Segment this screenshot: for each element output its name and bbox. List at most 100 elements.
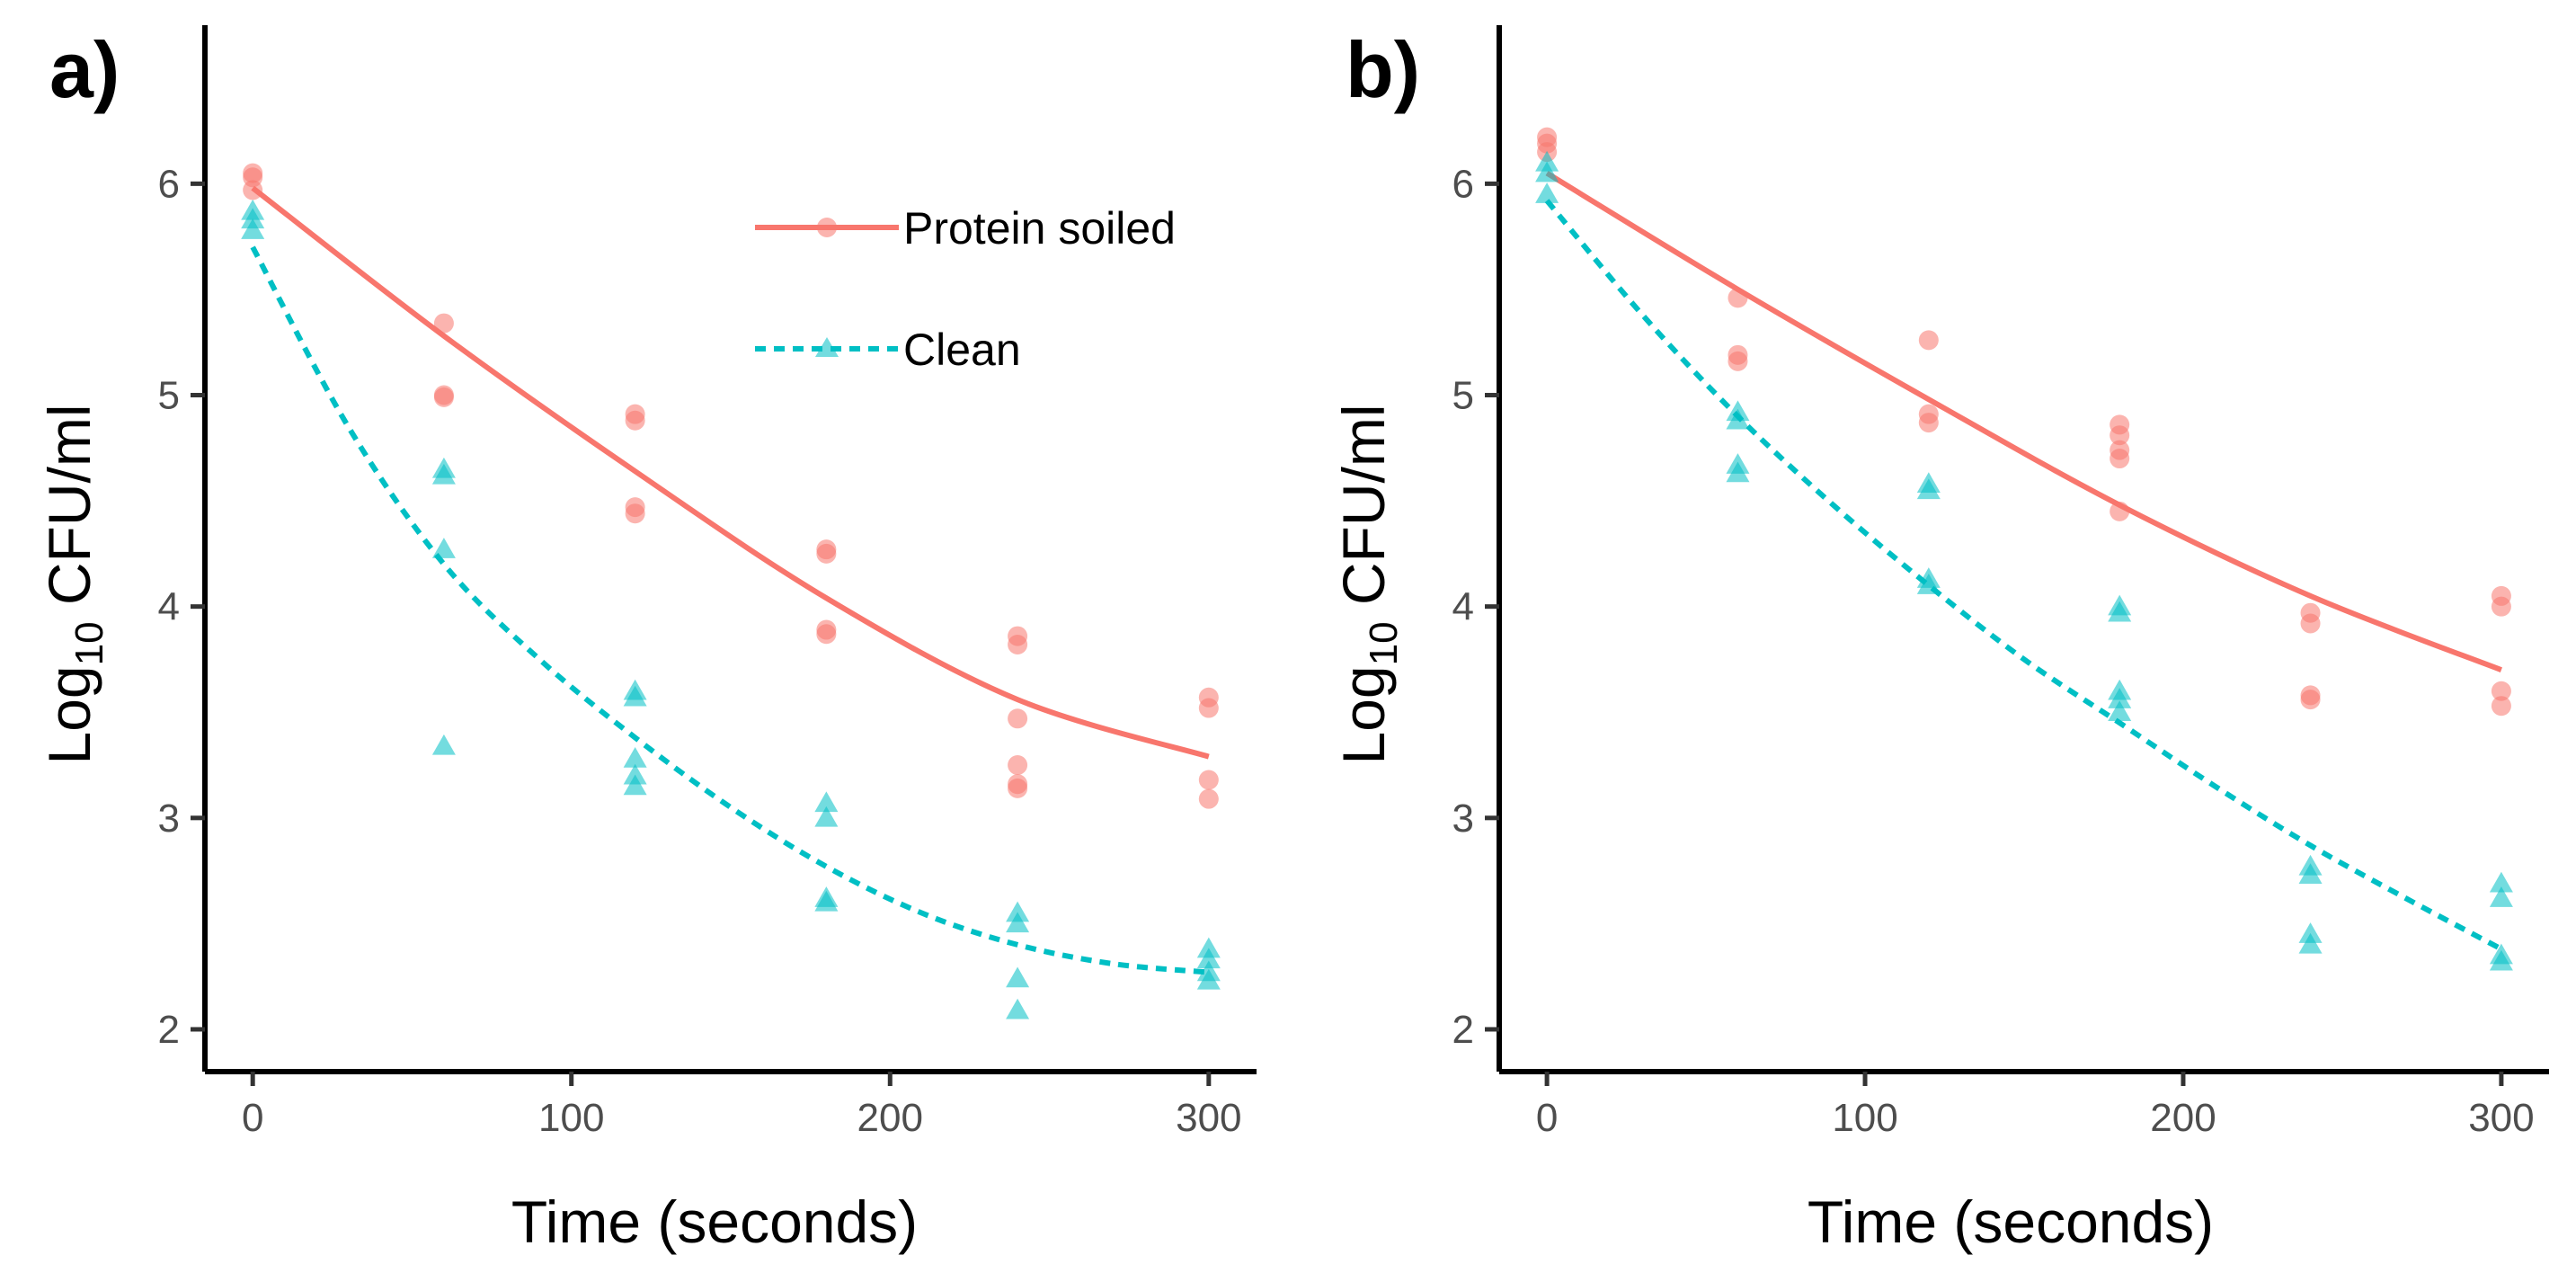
y-axis-title-rest-a: CFU/ml [36, 404, 102, 621]
legend-marker-protein-soiled [817, 218, 837, 237]
data-point-protein-soiled-b [1728, 351, 1748, 371]
data-point-protein-soiled-a [1198, 788, 1219, 809]
legend: Protein soiled Clean [755, 203, 1176, 375]
panel-a: a) 2 3 4 5 6 0 100 200 300 Time (seconds) Log10 … [36, 25, 1257, 1255]
data-point-protein-soiled-a [1198, 698, 1219, 718]
fit-line-protein-soiled-b [1545, 171, 2502, 673]
x-tick-label-b: 300 [2468, 1096, 2534, 1140]
data-point-protein-soiled-b [2491, 696, 2511, 717]
data-point-clean-a [623, 763, 647, 785]
data-point-clean-a [1006, 912, 1030, 933]
panel-label-b: b) [1346, 25, 1420, 114]
panel-label-a: a) [49, 25, 120, 114]
x-tick-label-b: 0 [1536, 1096, 1558, 1140]
y-tick-label-a: 2 [158, 1008, 180, 1052]
data-point-protein-soiled-b [2300, 613, 2321, 634]
panel-b: b) 2 3 4 5 6 0 100 200 300 Time (seconds) Log10 … [1330, 25, 2549, 1255]
y-axis-title-sub-b: 10 [1362, 621, 1406, 665]
data-point-clean-b [2298, 932, 2323, 954]
data-point-clean-a [241, 208, 265, 229]
data-point-clean-a [814, 890, 839, 912]
data-point-protein-soiled-a [433, 387, 454, 407]
panel-a-marks [241, 163, 1221, 1019]
x-tick-label-b: 200 [2150, 1096, 2216, 1140]
y-axis-title-sub-a: 10 [67, 621, 111, 665]
y-tick-label-a: 3 [158, 797, 180, 841]
data-point-clean-b [1535, 150, 1559, 172]
data-point-clean-b [1726, 461, 1750, 483]
data-point-protein-soiled-a [1008, 708, 1028, 729]
y-axis-title-rest-b: CFU/ml [1330, 404, 1397, 621]
data-point-clean-b [2108, 700, 2132, 721]
data-point-clean-a [1006, 966, 1030, 988]
fit-line-protein-soiled-a [251, 185, 1210, 760]
data-point-protein-soiled-b [2491, 596, 2511, 617]
data-point-protein-soiled-a [625, 410, 645, 431]
y-tick-label-a: 4 [158, 585, 180, 629]
y-tick-label-b: 6 [1452, 162, 1474, 206]
data-point-clean-b [2489, 871, 2513, 893]
data-point-clean-a [623, 774, 647, 796]
y-tick-label-b: 2 [1452, 1008, 1474, 1052]
data-point-clean-a [814, 806, 839, 827]
legend-marker-clean [815, 337, 839, 357]
data-point-clean-a [623, 685, 647, 707]
x-tick-label-a: 300 [1176, 1096, 1241, 1140]
data-point-clean-a [1196, 948, 1221, 969]
fit-line-clean-a [250, 245, 1210, 975]
y-tick-label-b: 3 [1452, 797, 1474, 841]
data-point-protein-soiled-a [625, 503, 645, 524]
y-tick-label-b: 4 [1452, 585, 1474, 629]
legend-label-clean: Clean [903, 325, 1021, 375]
data-point-protein-soiled-a [816, 624, 837, 645]
data-point-protein-soiled-b [2110, 449, 2130, 469]
x-tick-label-a: 0 [242, 1096, 263, 1140]
legend-label-protein-soiled: Protein soiled [903, 203, 1176, 254]
data-point-protein-soiled-b [2300, 690, 2321, 710]
data-point-protein-soiled-a [1008, 634, 1028, 654]
data-point-clean-b [1916, 478, 1941, 500]
data-point-clean-a [1196, 968, 1221, 990]
data-point-protein-soiled-b [2491, 681, 2511, 701]
y-axis-title-b: Log10 CFU/ml [1330, 404, 1406, 764]
data-point-clean-a [431, 734, 456, 755]
fit-line-clean-b [1544, 199, 2503, 952]
data-point-protein-soiled-a [433, 313, 454, 334]
data-point-clean-b [2489, 886, 2513, 907]
data-point-clean-b [1535, 182, 1559, 203]
data-point-clean-a [241, 218, 265, 239]
data-point-protein-soiled-b [1918, 413, 1939, 433]
data-point-clean-b [2108, 688, 2132, 708]
data-point-clean-a [1196, 937, 1221, 958]
y-tick-label-a: 6 [158, 162, 180, 206]
data-point-protein-soiled-a [816, 543, 837, 564]
x-axis-title-a: Time (seconds) [511, 1188, 918, 1255]
data-point-clean-b [2298, 863, 2323, 885]
x-tick-label-a: 200 [857, 1096, 923, 1140]
panel-b-axes: 2 3 4 5 6 0 100 200 300 [1452, 25, 2549, 1140]
data-point-protein-soiled-a [1198, 770, 1219, 790]
data-point-clean-a [1006, 998, 1030, 1019]
data-point-protein-soiled-b [1918, 330, 1939, 351]
x-tick-label-b: 100 [1832, 1096, 1897, 1140]
y-axis-title-base-a: Log [36, 665, 102, 764]
data-point-clean-a [431, 463, 456, 485]
data-point-protein-soiled-a [1008, 755, 1028, 776]
y-axis-title-a: Log10 CFU/ml [36, 404, 111, 764]
data-point-clean-b [2298, 922, 2323, 943]
data-point-clean-a [623, 746, 647, 768]
x-tick-label-a: 100 [538, 1096, 604, 1140]
y-tick-label-a: 5 [158, 374, 180, 418]
panel-b-marks [1535, 127, 2513, 971]
data-point-clean-a [814, 791, 839, 813]
y-tick-label-b: 5 [1452, 374, 1474, 418]
x-axis-title-b: Time (seconds) [1808, 1188, 2214, 1255]
data-point-clean-a [1006, 901, 1030, 922]
y-axis-title-base-b: Log [1330, 665, 1397, 764]
panel-a-axes: 2 3 4 5 6 0 100 200 300 [158, 25, 1257, 1140]
data-point-clean-b [2108, 601, 2132, 622]
data-point-clean-a [431, 538, 456, 558]
data-point-protein-soiled-a [1008, 778, 1028, 798]
data-point-clean-b [1535, 161, 1559, 182]
